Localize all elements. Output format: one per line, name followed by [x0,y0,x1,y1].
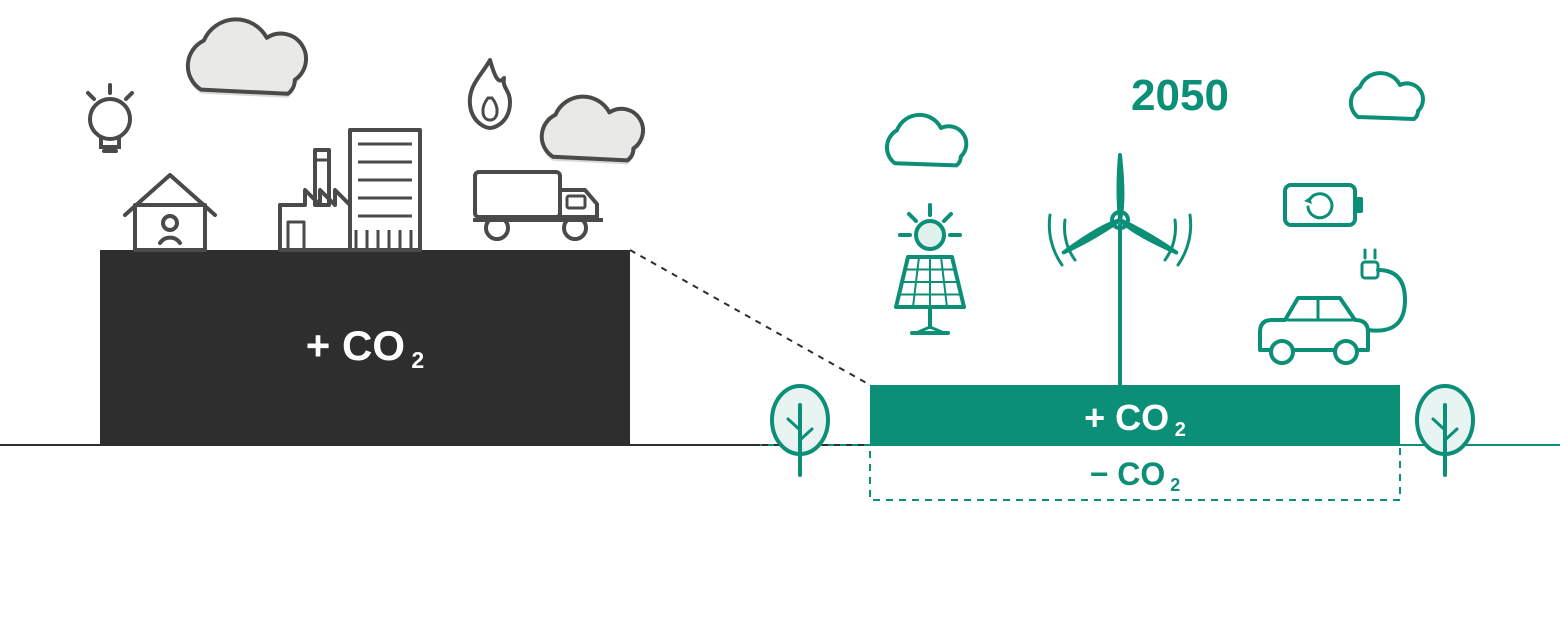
wind-turbine-icon [1049,155,1190,385]
cloud-icon [1351,73,1423,119]
truck-icon [473,172,603,239]
tree-icon [772,386,828,475]
co2-label: − CO 2 [1090,456,1181,495]
cloud-icon [542,97,643,165]
flame-icon [470,60,510,128]
battery-icon [1285,185,1363,225]
factory-building-icon [280,130,420,250]
solar-panel-icon [896,205,964,333]
year-label: 2050 [1131,71,1229,120]
cloud-icon [887,115,966,165]
tree-icon [1417,386,1473,475]
ev-car-icon [1260,250,1405,363]
house-icon [125,175,215,250]
lightbulb-icon [88,85,132,151]
transition-line-top [630,250,870,385]
cloud-icon [188,19,306,97]
co2-infographic: + CO 2+ CO 2− CO 22050 [0,0,1560,620]
